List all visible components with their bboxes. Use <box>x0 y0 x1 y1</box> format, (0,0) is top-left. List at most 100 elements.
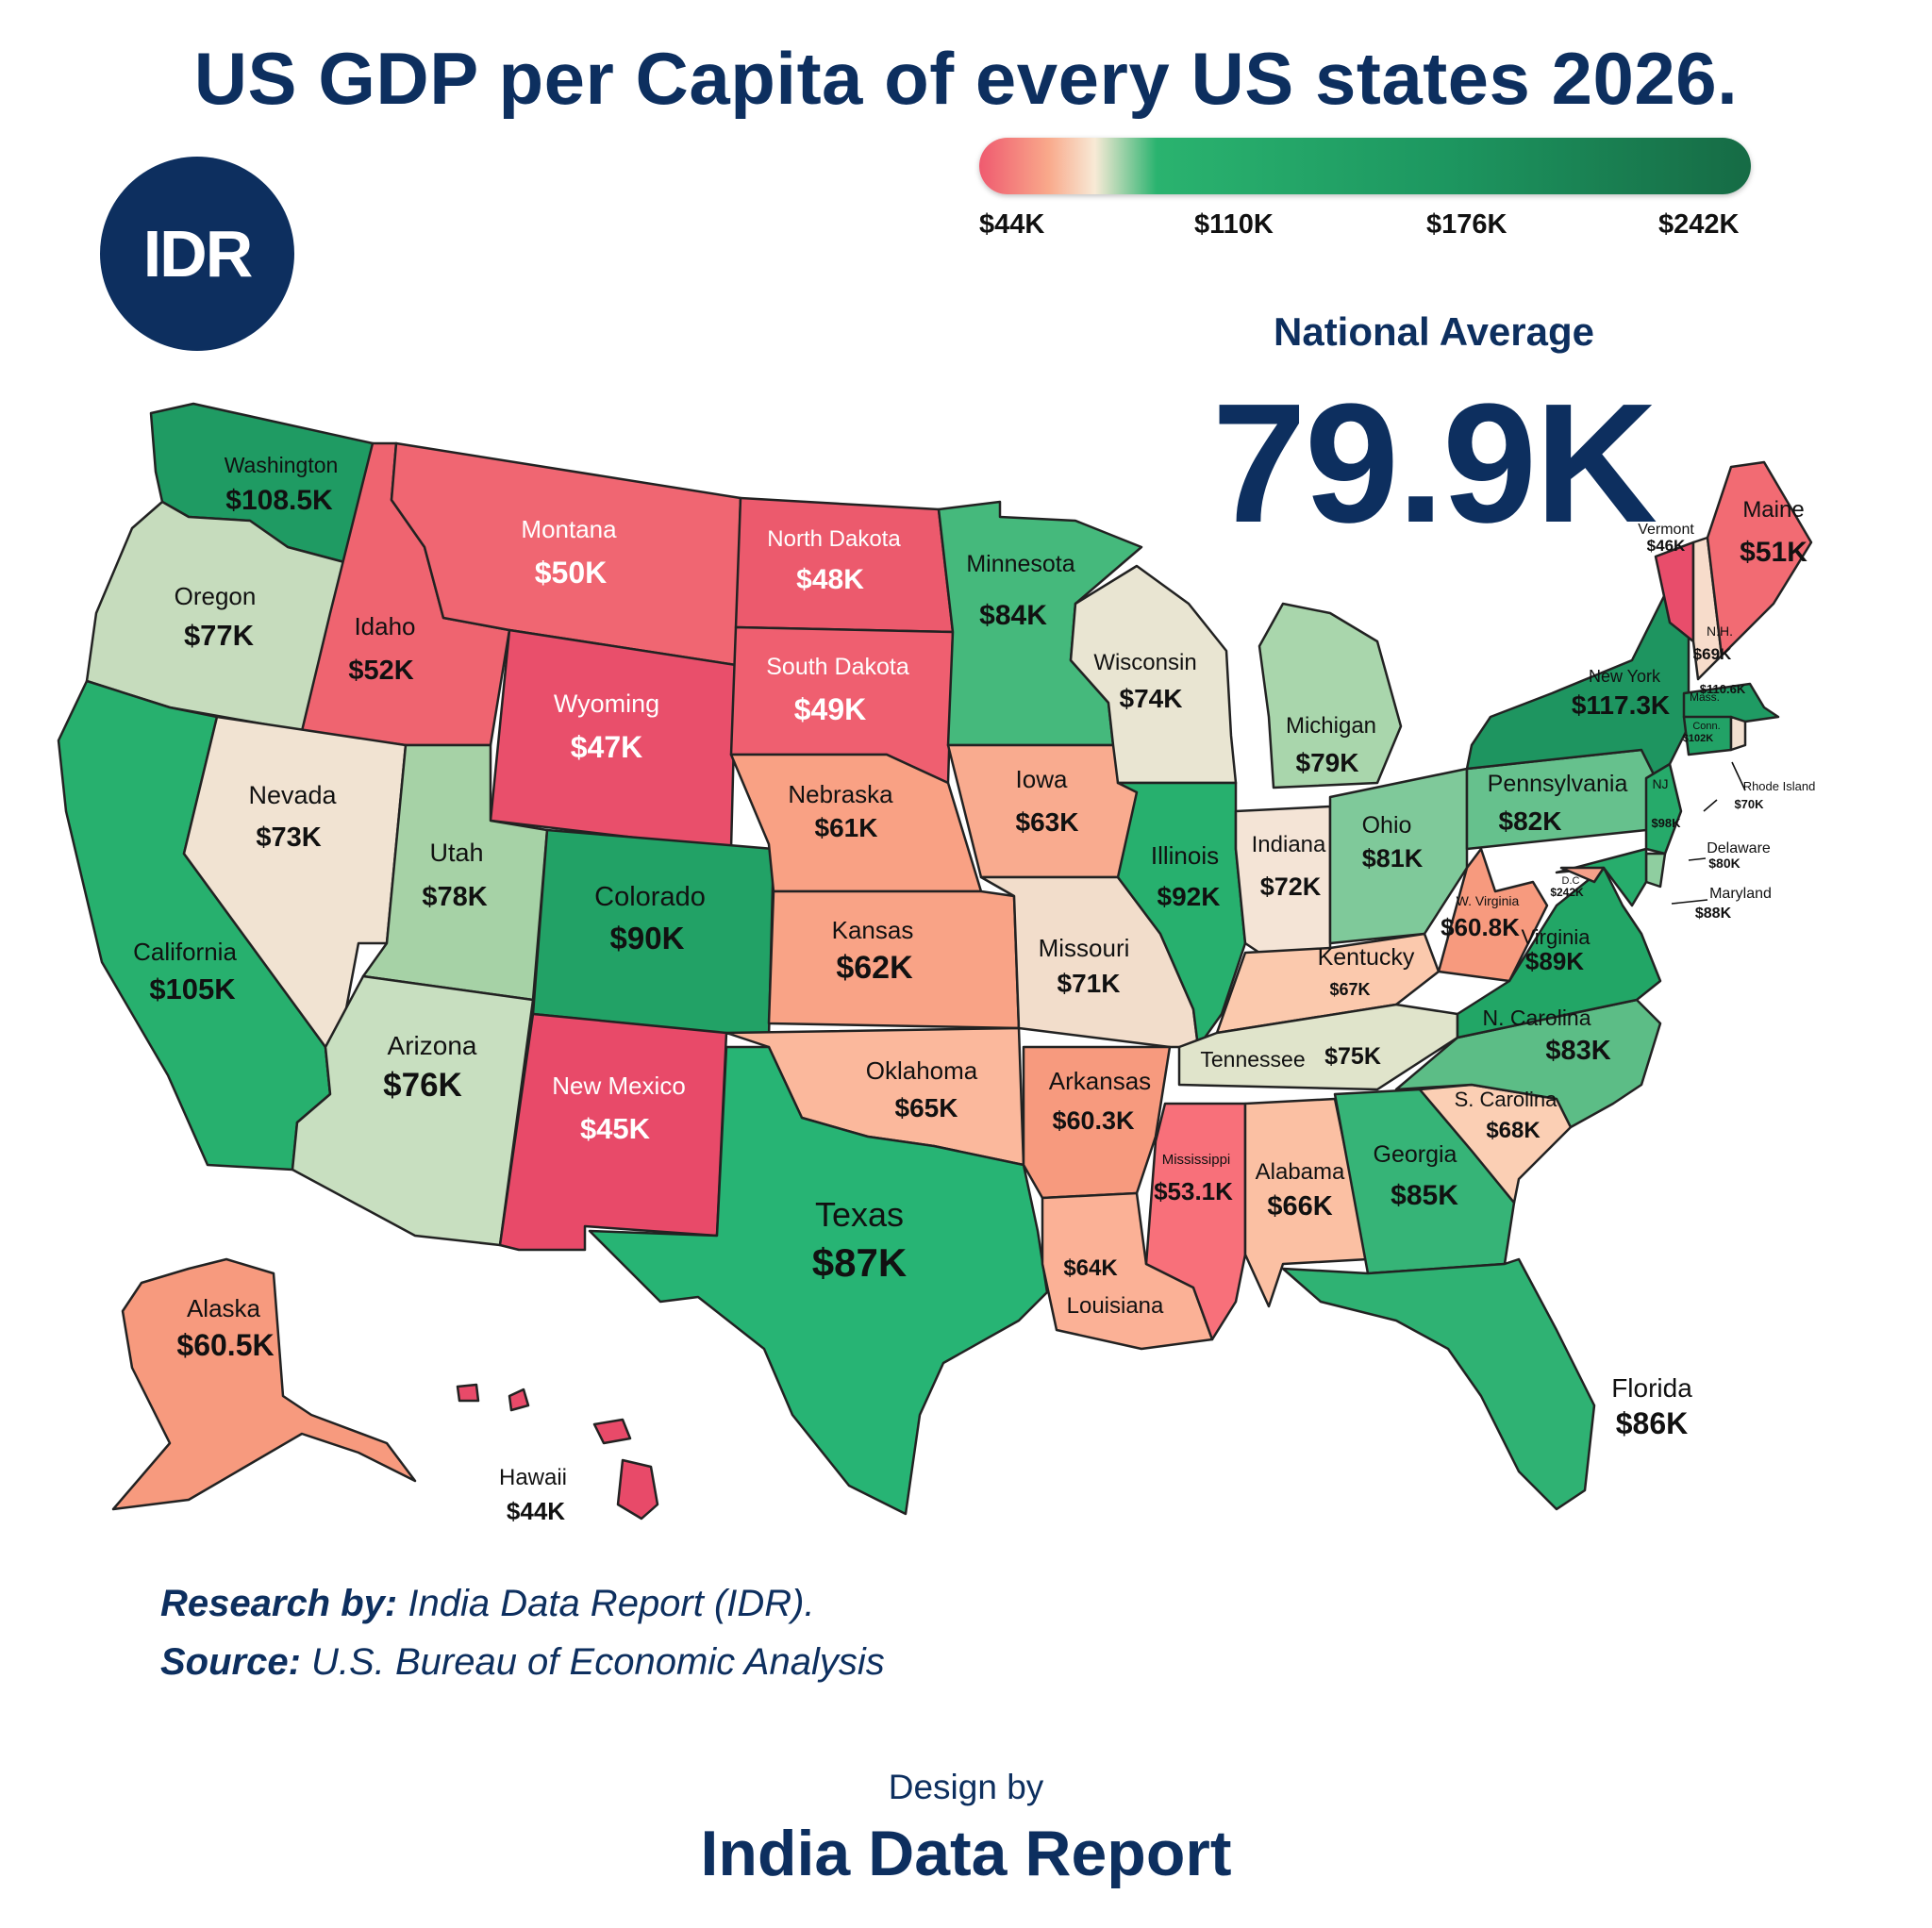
state-shape-nj <box>1644 762 1683 856</box>
state-value-n-h: $69K <box>1693 645 1732 663</box>
state-shape-ohio <box>1328 767 1469 945</box>
state-name-indiana: Indiana <box>1252 832 1326 857</box>
state-value-georgia: $85K <box>1391 1180 1458 1211</box>
page-title: US GDP per Capita of every US states 202… <box>193 37 1739 120</box>
state-name-rhode-island: Rhode Island <box>1743 779 1816 793</box>
state-name-idaho: Idaho <box>354 612 415 640</box>
state-name-montana: Montana <box>521 515 617 543</box>
color-scale-legend <box>979 138 1751 194</box>
state-name-pennsylvania: Pennsylvania <box>1488 771 1628 797</box>
source-text: U.S. Bureau of Economic Analysis <box>300 1641 885 1683</box>
state-shape-virginia <box>1456 866 1662 1039</box>
source-credit: Source: U.S. Bureau of Economic Analysis <box>160 1641 885 1684</box>
state-value-maryland: $88K <box>1695 906 1732 922</box>
state-shape-delaware <box>1644 852 1667 889</box>
state-name-hawaii: Hawaii <box>499 1465 567 1490</box>
state-name-ohio: Ohio <box>1362 812 1412 839</box>
state-value-d-c: $242K <box>1550 886 1584 899</box>
state-shape-maine <box>1706 460 1813 657</box>
state-name-nebraska: Nebraska <box>788 780 893 808</box>
state-value-missouri: $71K <box>1058 969 1121 998</box>
idr-logo: IDR <box>100 157 294 351</box>
state-shape-d-c <box>1559 866 1606 884</box>
state-value-alabama: $66K <box>1267 1191 1332 1222</box>
state-value-hawaii: $44K <box>507 1497 565 1525</box>
state-value-mississippi: $53.1K <box>1154 1177 1233 1205</box>
state-value-minnesota: $84K <box>979 600 1047 631</box>
legend-tick-2: $110K <box>1194 209 1274 240</box>
state-value-new-mexico: $45K <box>580 1112 651 1145</box>
state-name-california: California <box>133 938 237 966</box>
state-name-wisconsin: Wisconsin <box>1093 650 1196 675</box>
state-value-iowa: $63K <box>1016 807 1079 837</box>
state-name-kentucky: Kentucky <box>1318 944 1415 971</box>
state-value-south-dakota: $49K <box>794 692 867 726</box>
state-shape-florida <box>1281 1257 1596 1511</box>
logo-text: IDR <box>142 217 254 291</box>
state-shape-w-virginia <box>1437 847 1549 983</box>
state-name-illinois: Illinois <box>1151 841 1219 870</box>
state-name-d-c: D.C <box>1562 875 1580 887</box>
state-name-minnesota: Minnesota <box>966 551 1074 577</box>
state-name-utah: Utah <box>429 839 483 867</box>
state-name-oregon: Oregon <box>175 582 257 610</box>
state-value-delaware: $80K <box>1708 856 1740 871</box>
legend-tick-3: $176K <box>1426 209 1507 240</box>
state-name-iowa: Iowa <box>1016 765 1068 793</box>
state-name-maryland: Maryland <box>1709 886 1772 902</box>
state-value-indiana: $72K <box>1260 873 1322 901</box>
state-name-n-h: N.H. <box>1707 623 1733 639</box>
state-value-nebraska: $61K <box>815 813 878 842</box>
state-name-louisiana: Louisiana <box>1067 1293 1164 1319</box>
state-shape-texas <box>588 1045 1049 1516</box>
state-value-michigan: $79K <box>1296 748 1359 777</box>
state-name-alaska: Alaska <box>187 1294 261 1322</box>
national-average-value: 79.9K <box>1211 369 1657 558</box>
state-value-n-carolina: $83K <box>1545 1036 1610 1066</box>
state-value-s-carolina: $68K <box>1486 1118 1541 1143</box>
state-name-delaware: Delaware <box>1707 840 1771 856</box>
state-value-nevada: $73K <box>256 823 321 853</box>
state-value-oklahoma: $65K <box>895 1093 958 1122</box>
state-value-washington: $108.5K <box>225 485 333 516</box>
state-value-arizona: $76K <box>383 1067 462 1104</box>
state-name-tennessee: Tennessee <box>1200 1047 1305 1072</box>
state-value-wisconsin: $74K <box>1120 684 1183 713</box>
design-by-label: Design by <box>888 1768 1044 1806</box>
state-value-north-dakota: $48K <box>796 564 864 595</box>
us-states-map: Washington $108.5K Oregon $77K California $10… <box>57 402 1816 1525</box>
state-shape-michigan <box>1257 602 1403 789</box>
state-name-maine: Maine <box>1742 497 1804 523</box>
state-name-missouri: Missouri <box>1039 934 1130 962</box>
state-name-w-virginia: W. Virginia <box>1457 893 1520 908</box>
state-name-s-carolina: S. Carolina <box>1455 1088 1558 1111</box>
state-value-montana: $50K <box>535 556 608 590</box>
state-name-kansas: Kansas <box>832 916 914 944</box>
state-name-virginia: Virginia <box>1522 925 1591 949</box>
state-name-new-mexico: New Mexico <box>552 1072 686 1100</box>
state-value-virginia: $89K <box>1525 947 1584 975</box>
state-value-louisiana: $64K <box>1063 1255 1118 1281</box>
state-value-alaska: $60.5K <box>176 1328 274 1362</box>
state-value-california: $105K <box>149 972 236 1006</box>
legend-tick-min: $44K <box>979 209 1045 240</box>
state-shape-hawaii-1 <box>456 1383 480 1403</box>
state-value-rhode-island: $70K <box>1734 797 1764 811</box>
state-name-wyoming: Wyoming <box>554 690 659 718</box>
state-shape-alaska <box>111 1257 417 1511</box>
state-shape-rhode-island <box>1729 715 1747 752</box>
state-name-michigan: Michigan <box>1286 713 1376 739</box>
state-shape-arizona <box>291 974 535 1247</box>
state-shape-hawaii-2 <box>592 1418 632 1445</box>
state-name-conn: Conn. <box>1692 721 1720 732</box>
state-value-w-virginia: $60.8K <box>1441 913 1520 941</box>
state-shape-hawaii-3 <box>616 1458 659 1521</box>
research-text: India Data Report (IDR). <box>397 1583 815 1624</box>
state-name-georgia: Georgia <box>1374 1141 1457 1168</box>
state-value-ohio: $81K <box>1362 844 1424 873</box>
state-value-oregon: $77K <box>184 619 255 652</box>
state-name-alabama: Alabama <box>1256 1159 1345 1185</box>
state-value-vermont: $46K <box>1647 537 1686 555</box>
state-value-texas: $87K <box>812 1240 907 1285</box>
state-value-kansas: $62K <box>836 950 913 986</box>
